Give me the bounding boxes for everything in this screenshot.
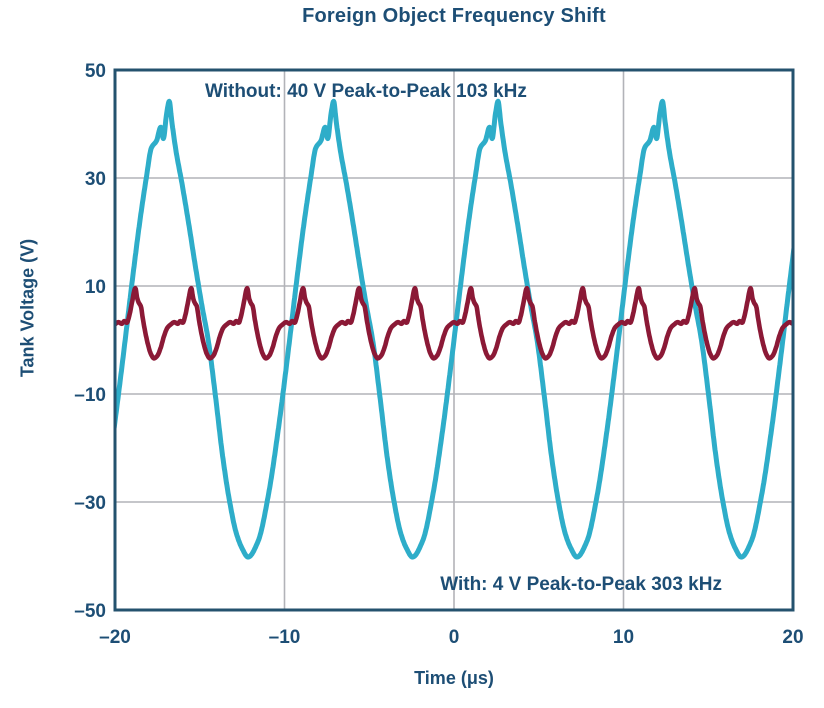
waveforms (115, 98, 793, 560)
y-tick-label-4: –30 (74, 493, 106, 514)
y-axis-label: Tank Voltage (V) (17, 238, 38, 378)
with-foreign-object-line (115, 285, 793, 361)
x-tick-label-1: –10 (269, 627, 301, 648)
y-tick-label-2: 10 (85, 277, 106, 298)
y-tick-label-5: –50 (74, 601, 106, 622)
x-tick-label-0: –20 (99, 627, 131, 648)
x-tick-label-2: 0 (449, 627, 460, 648)
x-tick-label-3: 10 (613, 627, 634, 648)
annotation-with: With: 4 V Peak-to-Peak 303 kHz (440, 574, 722, 595)
x-axis-label: Time (μs) (414, 668, 494, 688)
plot-border (113, 68, 795, 612)
tick-labels: 50 30 10 –10 –30 –50 –20 –10 0 10 20 (74, 61, 803, 648)
y-tick-label-3: –10 (74, 385, 106, 406)
x-tick-label-4: 20 (782, 627, 803, 648)
annotation-without: Without: 40 V Peak-to-Peak 103 kHz (205, 81, 527, 102)
y-tick-label-1: 30 (85, 169, 106, 190)
annotations: Without: 40 V Peak-to-Peak 103 kHz With: … (205, 81, 722, 595)
chart-title: Foreign Object Frequency Shift (302, 5, 606, 27)
y-tick-label-0: 50 (85, 61, 106, 82)
without-foreign-object-line (115, 98, 793, 560)
